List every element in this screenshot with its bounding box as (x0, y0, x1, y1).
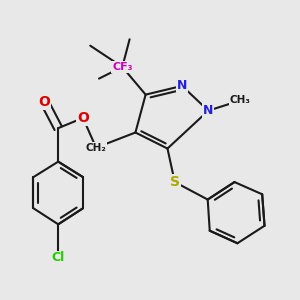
Text: CH₂: CH₂ (86, 143, 106, 153)
Text: O: O (39, 95, 50, 109)
Text: CH₃: CH₃ (230, 95, 251, 106)
Text: N: N (203, 104, 214, 117)
Text: O: O (77, 111, 89, 125)
Text: CF₃: CF₃ (112, 62, 133, 72)
Text: Cl: Cl (52, 251, 65, 264)
Text: S: S (170, 175, 180, 189)
Text: N: N (177, 80, 187, 92)
